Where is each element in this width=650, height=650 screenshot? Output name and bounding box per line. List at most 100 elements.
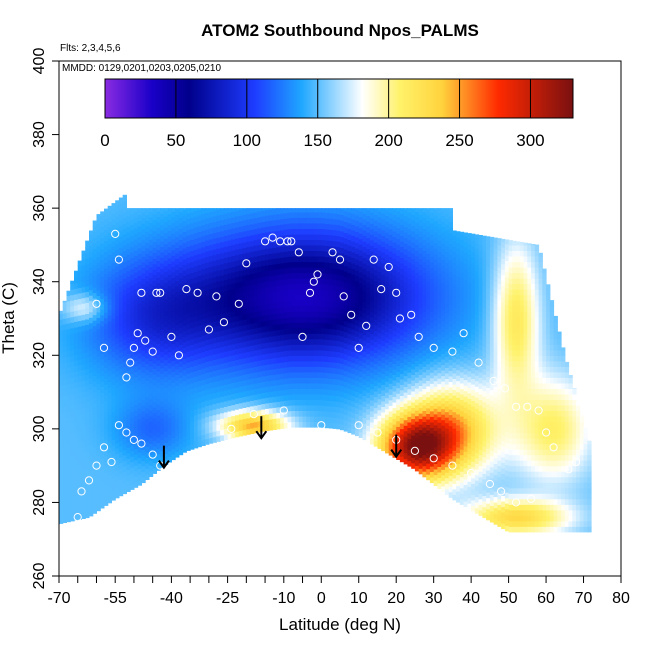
heatmap-cell (145, 341, 150, 348)
heatmap-cell (396, 249, 401, 256)
heatmap-cell (407, 239, 412, 246)
heatmap-cell (235, 282, 240, 289)
heatmap-cell (429, 295, 435, 302)
heatmap-cell (81, 501, 86, 508)
heatmap-cell (377, 442, 382, 449)
heatmap-cell (411, 457, 416, 464)
heatmap-cell (377, 404, 382, 411)
heatmap-cell (441, 331, 446, 338)
heatmap-cell (118, 324, 124, 331)
heatmap-cell (332, 251, 337, 258)
heatmap-cell (208, 426, 214, 433)
heatmap-cell (115, 227, 120, 234)
heatmap-cell (411, 446, 416, 453)
heatmap-cell (385, 232, 390, 239)
heatmap-cell (433, 402, 438, 409)
heatmap-cell (321, 388, 326, 395)
heatmap-cell (59, 396, 64, 403)
heatmap-cell (186, 306, 191, 313)
heatmap-cell (373, 407, 378, 414)
heatmap-cell (193, 315, 199, 322)
heatmap-cell (373, 330, 378, 337)
heatmap-cell (201, 307, 206, 314)
heatmap-cell (163, 293, 169, 300)
heatmap-cell (253, 208, 259, 213)
heatmap-cell (92, 391, 97, 398)
heatmap-cell (77, 414, 82, 421)
heatmap-cell (85, 357, 90, 364)
heatmap-cell (59, 368, 64, 375)
heatmap-cell (257, 321, 262, 328)
heatmap-cell (137, 391, 142, 398)
heatmap-cell (246, 395, 251, 402)
heatmap-cell (351, 246, 356, 253)
heatmap-cell (388, 443, 393, 450)
heatmap-cell (193, 403, 199, 410)
heatmap-cell (152, 296, 157, 303)
heatmap-cell (89, 328, 94, 335)
heatmap-cell (426, 269, 431, 276)
heatmap-cell (96, 240, 101, 247)
heatmap-cell (231, 250, 236, 257)
heatmap-cell (463, 241, 468, 248)
heatmap-cell (321, 223, 326, 230)
heatmap-cell (265, 259, 270, 266)
heatmap-cell (295, 289, 300, 296)
heatmap-cell (392, 230, 397, 237)
heatmap-cell (355, 275, 360, 282)
heatmap-cell (385, 403, 390, 410)
heatmap-cell (407, 289, 412, 296)
heatmap-cell (100, 303, 105, 310)
heatmap-cell (437, 405, 442, 412)
heatmap-cell (208, 222, 214, 229)
heatmap-cell (156, 255, 161, 262)
heatmap-cell (130, 340, 135, 347)
heatmap-cell (208, 261, 214, 268)
heatmap-cell (152, 214, 157, 221)
heatmap-cell (463, 236, 468, 243)
heatmap-cell (118, 263, 124, 270)
heatmap-cell (186, 328, 191, 335)
heatmap-cell (216, 226, 221, 233)
heatmap-cell (175, 225, 180, 232)
heatmap-cell (182, 430, 187, 437)
heatmap-cell (317, 366, 322, 373)
heatmap-cell (340, 280, 345, 287)
heatmap-cell (201, 274, 206, 281)
heatmap-cell (205, 278, 210, 285)
heatmap-cell (332, 367, 337, 374)
heatmap-cell (171, 382, 176, 389)
heatmap-cell (141, 311, 146, 318)
heatmap-cell (130, 345, 135, 352)
heatmap-cell (261, 398, 266, 405)
heatmap-cell (253, 377, 259, 384)
heatmap-cell (358, 398, 363, 405)
heatmap-cell (437, 356, 442, 363)
heatmap-cell (366, 276, 371, 283)
heatmap-cell (343, 226, 348, 233)
heatmap-cell (388, 410, 393, 417)
heatmap-cell (276, 335, 281, 342)
chart-title: ATOM2 Southbound Npos_PALMS (201, 21, 479, 40)
heatmap-cell (358, 310, 363, 317)
heatmap-cell (347, 311, 352, 318)
heatmap-cell (89, 355, 94, 362)
heatmap-cell (433, 248, 438, 255)
heatmap-cell (433, 336, 438, 343)
heatmap-cell (62, 472, 67, 479)
heatmap-cell (235, 414, 240, 421)
heatmap-cell (429, 410, 435, 417)
heatmap-cell (418, 413, 423, 420)
heatmap-cell (220, 434, 225, 441)
heatmap-cell (167, 456, 172, 463)
heatmap-cell (212, 298, 217, 305)
heatmap-cell (160, 434, 165, 441)
heatmap-cell (310, 244, 315, 251)
heatmap-cell (280, 213, 285, 220)
heatmap-cell (328, 400, 334, 407)
heatmap-cell (433, 303, 438, 310)
heatmap-cell (283, 262, 289, 269)
heatmap-cell (261, 348, 266, 355)
heatmap-cell (351, 279, 356, 286)
heatmap-cell (355, 413, 360, 420)
